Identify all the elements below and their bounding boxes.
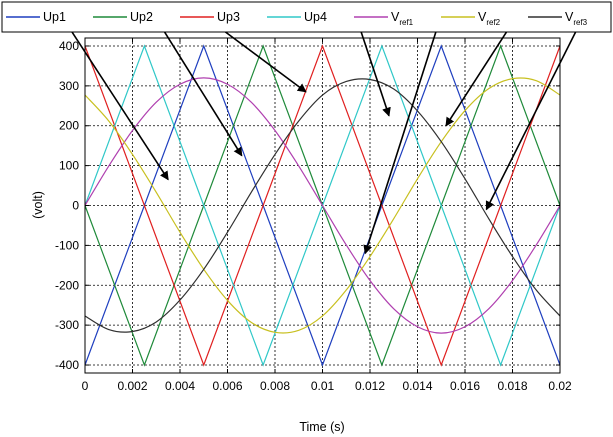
annotation-arrows <box>70 29 578 255</box>
annotation-arrow <box>70 29 169 181</box>
y-axis-title: (volt) <box>31 191 45 219</box>
series-line-ref1 <box>84 77 561 334</box>
y-tick-label: 0 <box>72 199 79 213</box>
x-axis-title: Time (s) <box>299 420 344 434</box>
y-tick-label: 400 <box>59 39 79 53</box>
x-tick-label: 0.004 <box>165 379 195 393</box>
annotation-arrow <box>363 29 438 255</box>
legend-label: Up4 <box>304 10 327 24</box>
annotation-arrow <box>445 29 509 127</box>
x-tick-label: 0.01 <box>311 379 335 393</box>
y-tick-label: -100 <box>55 238 79 252</box>
x-tick-label: 0.008 <box>260 379 290 393</box>
y-tick-label: -200 <box>55 278 79 292</box>
y-tick-label: 200 <box>59 119 79 133</box>
legend-box <box>1 1 612 33</box>
legend-label: Up3 <box>217 10 240 24</box>
x-tick-label: 0.002 <box>117 379 147 393</box>
series-line-ref2 <box>84 77 561 334</box>
y-tick-label: 100 <box>59 159 79 173</box>
x-tick-label: 0.014 <box>402 379 432 393</box>
series-line-up1 <box>84 44 561 367</box>
series-line-ref3 <box>84 78 561 333</box>
y-tick-label: 300 <box>59 79 79 93</box>
y-tick-label: -400 <box>55 358 79 372</box>
x-tick-label: 0.012 <box>355 379 385 393</box>
legend: Up1 Up2 Up3 Up4 Vref1 Vref2 Vref3 <box>1 1 612 33</box>
series-group <box>84 44 561 367</box>
axis-ticks: 0 0.002 0.004 0.006 0.008 0.01 0.012 0.014 0.016… <box>55 38 572 393</box>
annotation-arrow <box>485 29 578 211</box>
series-line-up3 <box>84 44 561 367</box>
x-tick-label: 0 <box>82 379 89 393</box>
y-tick-label: -300 <box>55 318 79 332</box>
annotation-arrow <box>222 29 307 93</box>
legend-label: Up1 <box>43 10 66 24</box>
x-tick-label: 0.016 <box>450 379 480 393</box>
x-tick-label: 0.018 <box>497 379 527 393</box>
x-tick-label: 0.02 <box>548 379 572 393</box>
legend-label: Up2 <box>130 10 153 24</box>
annotation-arrow <box>162 29 243 157</box>
x-tick-label: 0.006 <box>212 379 242 393</box>
annotation-arrow <box>359 29 391 117</box>
